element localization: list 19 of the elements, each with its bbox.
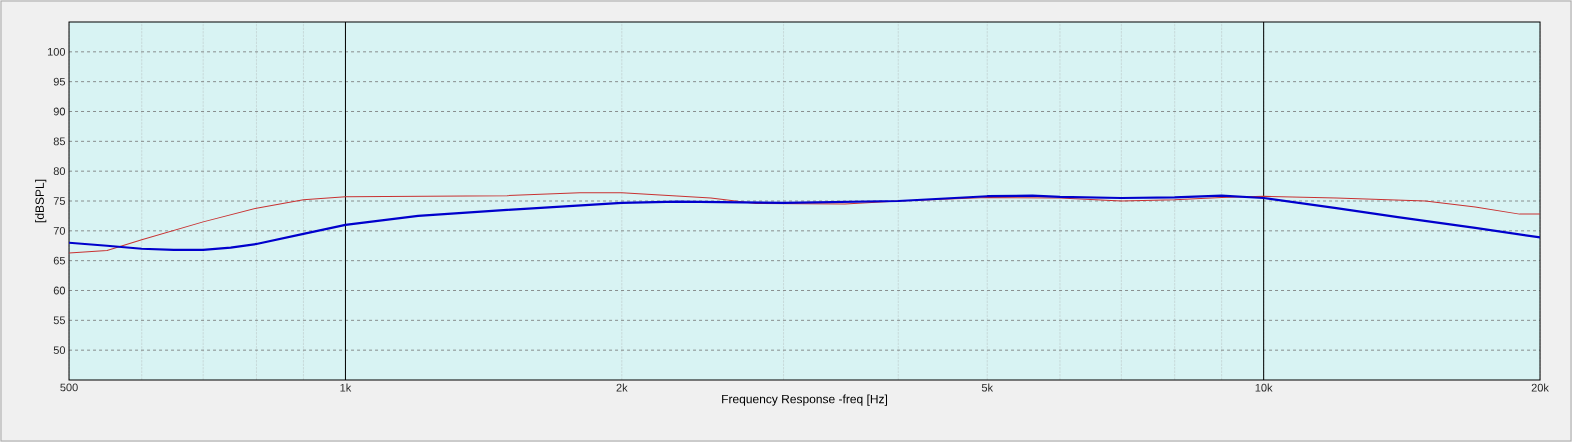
x-tick-label: 20k <box>1531 383 1549 392</box>
y-axis-title: [dBSPL] <box>35 179 47 223</box>
x-tick-label: 5k <box>981 383 994 392</box>
y-tick-label: 75 <box>53 197 66 205</box>
y-tick-label: 65 <box>53 256 66 265</box>
x-tick-label: 1k <box>340 383 352 392</box>
y-tick-label: 95 <box>53 77 66 86</box>
y-tick-label: 80 <box>53 167 66 176</box>
x-tick-label: 500 <box>60 383 78 392</box>
y-tick-label: 90 <box>53 107 66 116</box>
y-tick-label: 60 <box>53 286 66 295</box>
y-tick-label: 55 <box>53 316 66 325</box>
x-tick-label: 2k <box>616 383 628 392</box>
x-axis-title: Frequency Response -freq [Hz] <box>722 394 888 406</box>
x-tick-label: 10k <box>1255 383 1273 392</box>
y-tick-label: 100 <box>47 47 66 56</box>
y-tick-label: 85 <box>53 137 66 146</box>
y-tick-label: 50 <box>53 346 66 355</box>
y-tick-label: 70 <box>53 226 66 235</box>
